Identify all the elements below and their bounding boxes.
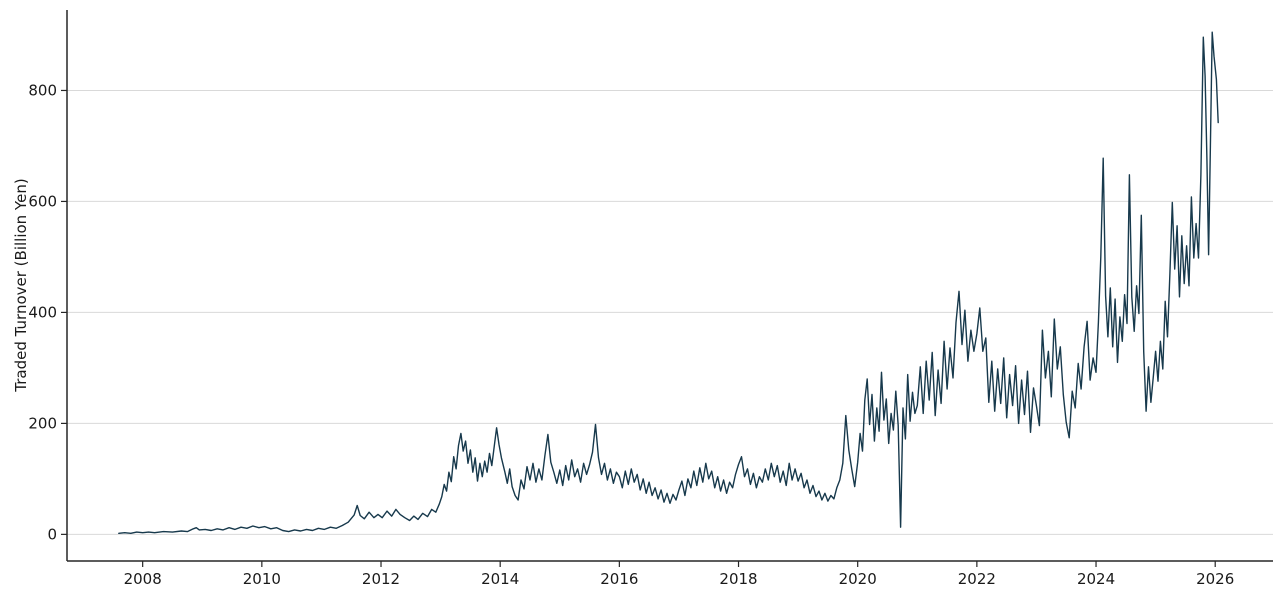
x-tick-label: 2024 [1077, 570, 1115, 588]
x-tick-label: 2012 [362, 570, 400, 588]
x-tick-label: 2010 [243, 570, 281, 588]
y-tick-label: 200 [28, 414, 57, 432]
y-tick-label: 0 [47, 525, 57, 543]
y-axis-label: Traded Turnover (Billion Yen) [12, 178, 30, 392]
x-tick-label: 2016 [600, 570, 638, 588]
x-tick-label: 2022 [958, 570, 996, 588]
x-tick-label: 2020 [839, 570, 877, 588]
data-line-traded-turnover [118, 31, 1219, 534]
x-tick-label: 2026 [1196, 570, 1234, 588]
y-tick-label: 600 [28, 192, 57, 210]
y-tick-label: 400 [28, 303, 57, 321]
x-tick-label: 2018 [719, 570, 757, 588]
x-tick-label: 2014 [481, 570, 519, 588]
x-tick-label: 2008 [124, 570, 162, 588]
y-tick-label: 800 [28, 81, 57, 99]
